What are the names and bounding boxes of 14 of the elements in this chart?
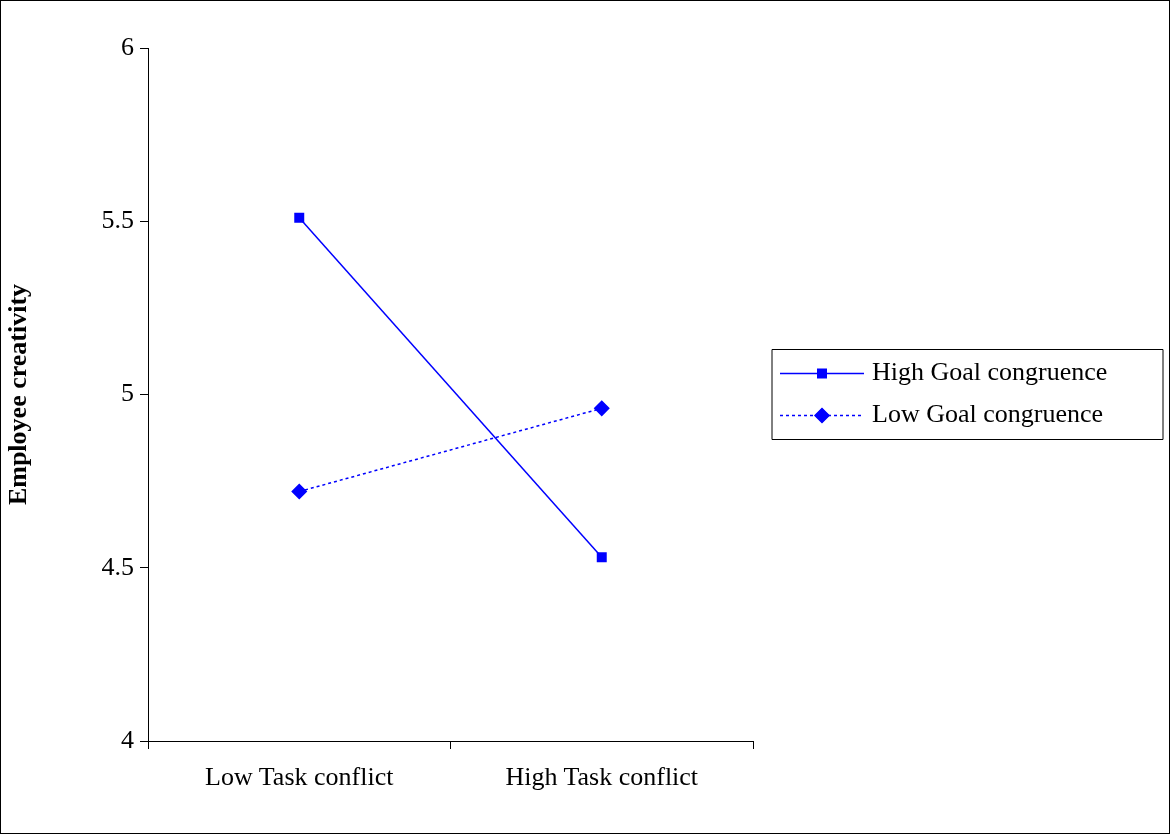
point	[291, 483, 307, 500]
point	[294, 212, 305, 223]
x-tick-label: Low Task conflict	[205, 762, 395, 792]
y-tick-label: 5	[121, 378, 134, 408]
y-tick-label: 4	[121, 724, 134, 754]
legend-label: Low Goal congruence	[872, 399, 1104, 429]
y-tick-label: 4.5	[101, 551, 134, 581]
y-tick-label: 6	[121, 31, 134, 61]
y-tick-label: 5.5	[101, 205, 134, 235]
legend-label: High Goal congruence	[872, 357, 1108, 387]
y-axis-title: Employee creativity	[3, 283, 33, 506]
point	[594, 400, 610, 417]
x-tick-label: High Task conflict	[505, 762, 699, 792]
point	[596, 552, 607, 563]
